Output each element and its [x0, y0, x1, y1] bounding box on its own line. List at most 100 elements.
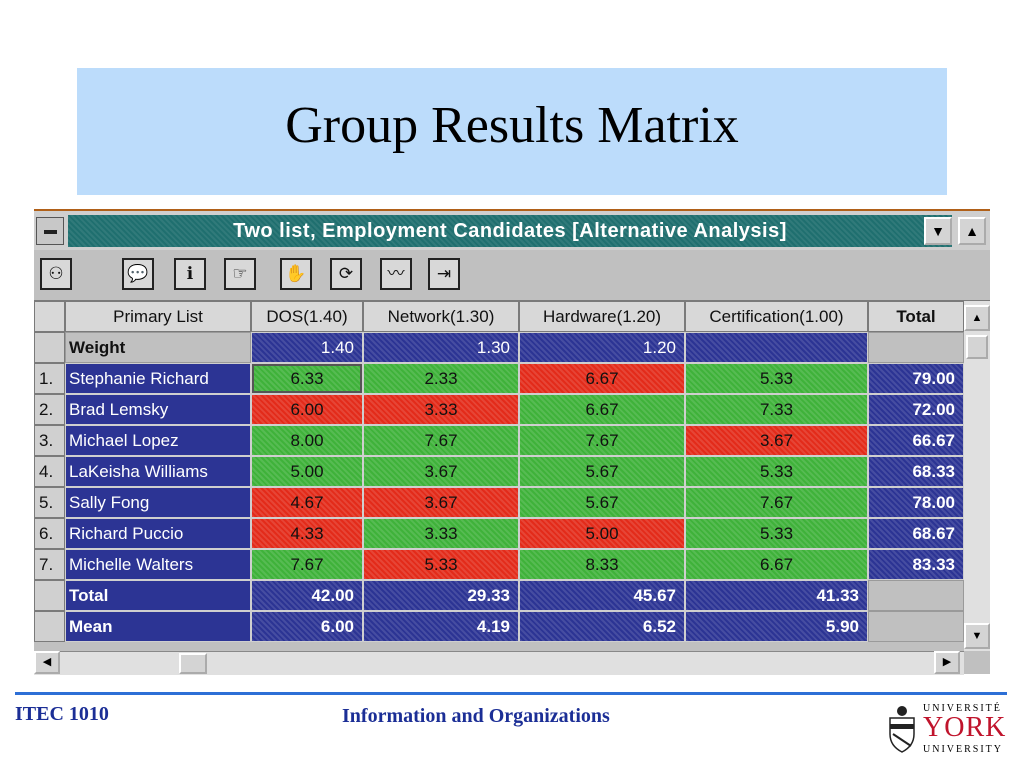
score-cell[interactable]: 6.33	[251, 363, 363, 394]
pointing-hand-button[interactable]: ☞	[224, 258, 256, 290]
column-total[interactable]: 45.67	[519, 580, 685, 611]
header-criterion-2[interactable]: Network(1.30)	[363, 301, 519, 332]
score-cell[interactable]: 7.67	[251, 549, 363, 580]
app-window: Two list, Employment Candidates [Alterna…	[34, 209, 990, 675]
score-cell[interactable]: 5.67	[519, 456, 685, 487]
column-mean[interactable]: 5.90	[685, 611, 868, 642]
slide-title: Group Results Matrix	[285, 97, 739, 154]
score-cell[interactable]: 6.00	[251, 394, 363, 425]
score-cell[interactable]: 3.33	[363, 518, 519, 549]
scroll-left-button[interactable]: ◀	[34, 651, 60, 674]
row-number[interactable]: 2.	[34, 394, 65, 425]
score-cell[interactable]: 8.33	[519, 549, 685, 580]
candidate-total[interactable]: 66.67	[868, 425, 964, 456]
score-cell[interactable]: 5.33	[363, 549, 519, 580]
row-number[interactable]: 1.	[34, 363, 65, 394]
score-cell[interactable]: 3.67	[363, 487, 519, 518]
weight-value[interactable]: 1.20	[519, 332, 685, 363]
score-cell[interactable]: 5.33	[685, 518, 868, 549]
score-cell[interactable]: 5.67	[519, 487, 685, 518]
exit-button[interactable]: ⇥	[428, 258, 460, 290]
row-number[interactable]: 4.	[34, 456, 65, 487]
maximize-button[interactable]: ▲	[958, 217, 986, 245]
vertical-scrollbar[interactable]: ▲ ▼	[964, 301, 990, 651]
score-cell[interactable]: 3.33	[363, 394, 519, 425]
column-total[interactable]: 42.00	[251, 580, 363, 611]
scroll-right-button[interactable]: ▶	[934, 651, 960, 674]
score-cell[interactable]: 2.33	[363, 363, 519, 394]
column-total[interactable]: 41.33	[685, 580, 868, 611]
slide-title-box: Group Results Matrix	[77, 68, 947, 195]
pointing-hand-icon: ☞	[232, 264, 248, 283]
speech-bubble-button[interactable]: 💬	[122, 258, 154, 290]
column-mean[interactable]: 4.19	[363, 611, 519, 642]
score-cell[interactable]: 5.00	[251, 456, 363, 487]
weight-row-marker[interactable]	[34, 332, 65, 363]
candidate-total[interactable]: 68.67	[868, 518, 964, 549]
corner-header-cell[interactable]	[34, 301, 65, 332]
score-cell[interactable]: 3.67	[363, 456, 519, 487]
header-primary-list[interactable]: Primary List	[65, 301, 251, 332]
row-number[interactable]: 3.	[34, 425, 65, 456]
logo-text-main: YORK	[923, 712, 1007, 743]
candidate-name[interactable]: LaKeisha Williams	[65, 456, 251, 487]
row-number[interactable]: 7.	[34, 549, 65, 580]
footer-divider	[15, 692, 1007, 695]
candidate-total[interactable]: 78.00	[868, 487, 964, 518]
minimize-button[interactable]: ▼	[924, 217, 952, 245]
header-criterion-1[interactable]: DOS(1.40)	[251, 301, 363, 332]
logo-text-top: UNIVERSITÉ	[923, 703, 1002, 714]
score-cell[interactable]: 5.33	[685, 363, 868, 394]
header-criterion-3[interactable]: Hardware(1.20)	[519, 301, 685, 332]
score-cell[interactable]: 5.33	[685, 456, 868, 487]
score-cell[interactable]: 7.67	[685, 487, 868, 518]
hand-icon: ✋	[285, 264, 307, 283]
candidate-name[interactable]: Brad Lemsky	[65, 394, 251, 425]
score-cell[interactable]: 7.67	[519, 425, 685, 456]
score-cell[interactable]: 6.67	[519, 363, 685, 394]
hand-button[interactable]: ✋	[280, 258, 312, 290]
candidate-name[interactable]: Sally Fong	[65, 487, 251, 518]
candidate-name[interactable]: Michael Lopez	[65, 425, 251, 456]
scroll-down-button[interactable]: ▼	[964, 623, 990, 649]
column-mean[interactable]: 6.00	[251, 611, 363, 642]
score-cell[interactable]: 3.67	[685, 425, 868, 456]
vertical-scroll-thumb[interactable]	[966, 335, 988, 359]
total-row-marker[interactable]	[34, 580, 65, 611]
info-phone-button[interactable]: ℹ	[174, 258, 206, 290]
candidate-name[interactable]: Michelle Walters	[65, 549, 251, 580]
row-number[interactable]: 5.	[34, 487, 65, 518]
candidate-total[interactable]: 79.00	[868, 363, 964, 394]
column-total[interactable]: 29.33	[363, 580, 519, 611]
refresh-button[interactable]: ⟳	[330, 258, 362, 290]
score-cell[interactable]: 8.00	[251, 425, 363, 456]
results-matrix: Primary List DOS(1.40) Network(1.30) Hardwa…	[34, 301, 964, 651]
system-menu-button[interactable]	[36, 217, 64, 245]
mean-row-marker[interactable]	[34, 611, 65, 642]
row-number[interactable]: 6.	[34, 518, 65, 549]
score-cell[interactable]: 6.67	[519, 394, 685, 425]
candidate-total[interactable]: 72.00	[868, 394, 964, 425]
score-cell[interactable]: 7.67	[363, 425, 519, 456]
score-cell[interactable]: 6.67	[685, 549, 868, 580]
scroll-up-button[interactable]: ▲	[964, 305, 990, 331]
header-total[interactable]: Total	[868, 301, 964, 332]
candidate-total[interactable]: 68.33	[868, 456, 964, 487]
score-cell[interactable]: 4.67	[251, 487, 363, 518]
weight-value[interactable]: 1.40	[251, 332, 363, 363]
score-cell[interactable]: 7.33	[685, 394, 868, 425]
column-mean[interactable]: 6.52	[519, 611, 685, 642]
course-code: ITEC 1010	[15, 703, 109, 725]
weight-value[interactable]	[685, 332, 868, 363]
candidate-name[interactable]: Stephanie Richard	[65, 363, 251, 394]
candidate-name[interactable]: Richard Puccio	[65, 518, 251, 549]
candidate-total[interactable]: 83.33	[868, 549, 964, 580]
score-cell[interactable]: 5.00	[519, 518, 685, 549]
score-cell[interactable]: 4.33	[251, 518, 363, 549]
weight-value[interactable]: 1.30	[363, 332, 519, 363]
line-graph-button[interactable]: 〰	[380, 258, 412, 290]
header-criterion-4[interactable]: Certification(1.00)	[685, 301, 868, 332]
horizontal-scroll-thumb[interactable]	[179, 653, 207, 674]
glasses-button[interactable]: ⚇	[40, 258, 72, 290]
horizontal-scrollbar[interactable]: ◀ ▶	[34, 651, 964, 675]
